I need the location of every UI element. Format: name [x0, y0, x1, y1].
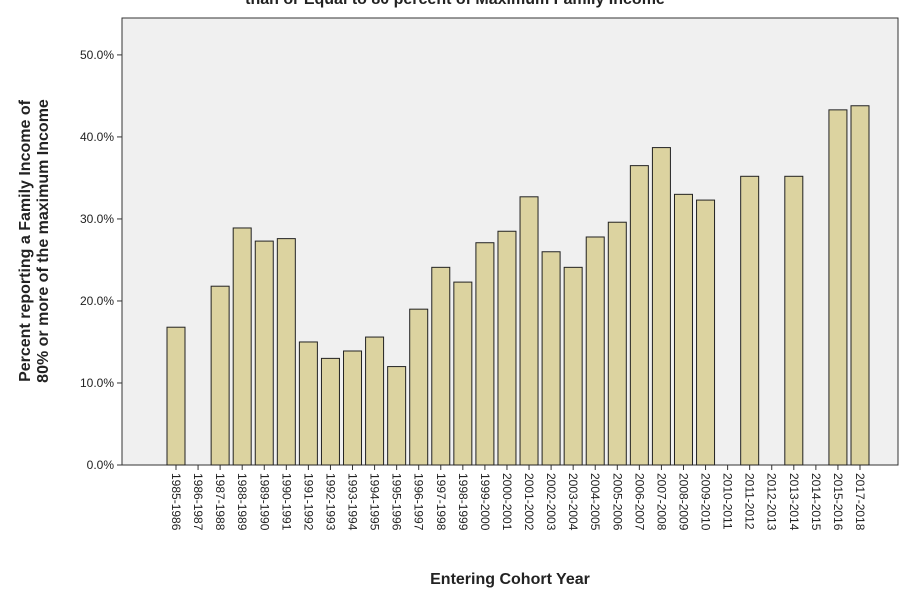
x-tick-label: 1990-1991	[279, 473, 293, 531]
bar	[343, 350, 363, 466]
bar	[784, 175, 804, 466]
bar	[850, 105, 870, 466]
bar	[166, 326, 186, 466]
x-tick-label: 1998-1999	[456, 473, 470, 531]
x-tick-label: 2004-2005	[588, 473, 602, 531]
y-tick-label: 0.0%	[87, 458, 115, 472]
bar	[585, 236, 605, 466]
bar	[320, 357, 340, 466]
x-tick-label: 2005-2006	[610, 473, 624, 531]
bar	[453, 281, 473, 466]
y-tick-label: 50.0%	[80, 48, 114, 62]
x-tick-label: 2009-2010	[699, 473, 713, 531]
x-tick-label: 2011-2012	[743, 473, 757, 530]
bar	[431, 266, 451, 466]
bar	[673, 193, 693, 466]
x-tick-label: 2017-2018	[853, 473, 867, 531]
bar	[276, 238, 296, 466]
x-axis-label: Entering Cohort Year	[430, 571, 590, 588]
bar	[541, 251, 561, 466]
x-tick-label: 1996-1997	[412, 473, 426, 531]
chart-title: than or Equal to 80 percent of Maximum F…	[245, 0, 665, 8]
x-tick-label: 2006-2007	[632, 473, 646, 531]
x-tick-label: 1995-1996	[390, 473, 404, 531]
bar	[365, 336, 385, 466]
x-tick-label: 2003-2004	[566, 473, 580, 531]
bar	[519, 196, 539, 466]
y-tick-label: 30.0%	[80, 212, 114, 226]
x-tick-label: 1991-1992	[301, 473, 315, 531]
y-tick-label: 20.0%	[80, 294, 114, 308]
x-tick-label: 1992-1993	[323, 473, 337, 531]
bar	[629, 165, 649, 466]
bar	[298, 341, 318, 466]
x-tick-label: 1993-1994	[346, 473, 360, 531]
x-tick-label: 1989-1990	[257, 473, 271, 531]
y-tick-label: 40.0%	[80, 130, 114, 144]
x-tick-label: 2014-2015	[809, 473, 823, 531]
bar	[387, 366, 407, 466]
bar	[563, 266, 583, 466]
y-tick-label: 10.0%	[80, 376, 114, 390]
x-tick-label: 2012-2013	[765, 473, 779, 531]
x-tick-label: 1994-1995	[368, 473, 382, 531]
bar	[828, 109, 848, 466]
x-tick-label: 1985-1986	[169, 473, 183, 531]
x-tick-label: 2015-2016	[831, 473, 845, 531]
x-tick-label: 2010-2011	[721, 473, 735, 530]
bar	[210, 285, 230, 466]
x-tick-label: 2008-2009	[676, 473, 690, 531]
bar	[254, 240, 274, 466]
y-axis-label: Percent reporting a Family Income of	[17, 99, 34, 382]
bar	[232, 227, 252, 466]
x-tick-label: 1986-1987	[191, 473, 205, 531]
x-tick-label: 1987-1988	[213, 473, 227, 531]
bar	[607, 221, 627, 466]
bar	[740, 175, 760, 466]
bar	[497, 230, 517, 466]
y-axis-label: 80% or more of the maximum Income	[35, 99, 52, 383]
bar	[651, 147, 671, 466]
bar	[475, 242, 495, 466]
x-tick-label: 1988-1989	[235, 473, 249, 531]
x-tick-label: 2007-2008	[654, 473, 668, 531]
bar	[696, 199, 716, 466]
x-tick-label: 2000-2001	[500, 473, 514, 531]
x-tick-label: 2013-2014	[787, 473, 801, 531]
x-tick-label: 1999-2000	[478, 473, 492, 531]
bar	[409, 308, 429, 466]
x-tick-label: 1997-1998	[434, 473, 448, 531]
x-tick-label: 2001-2002	[522, 473, 536, 531]
x-tick-label: 2002-2003	[544, 473, 558, 531]
